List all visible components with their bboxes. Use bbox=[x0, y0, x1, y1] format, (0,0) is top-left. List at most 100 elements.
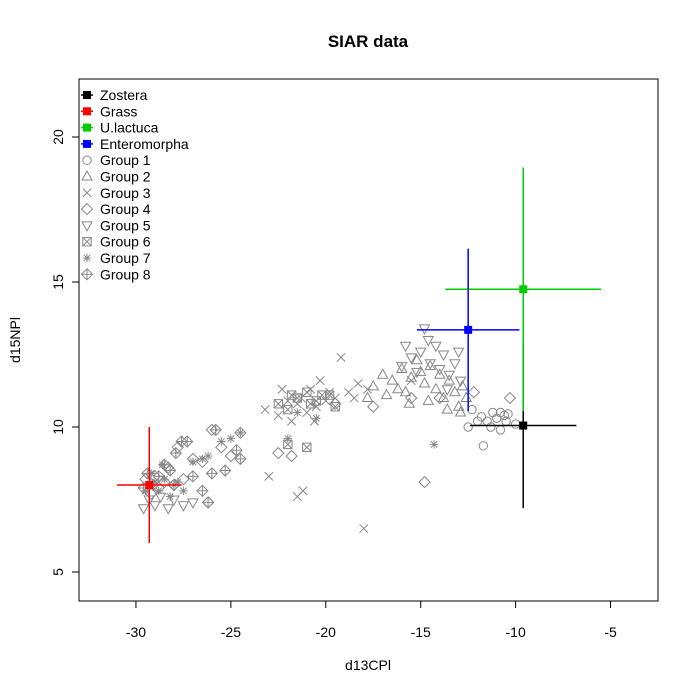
group-1-point bbox=[478, 441, 489, 451]
group-1-point bbox=[503, 409, 513, 419]
legend-item-u-lactuca: U.lactuca bbox=[81, 120, 159, 136]
group-5-point bbox=[430, 341, 442, 353]
group-6-point bbox=[305, 399, 316, 409]
group-8-point bbox=[218, 464, 232, 477]
x-tick-label: -20 bbox=[316, 624, 336, 640]
group-4-point bbox=[144, 487, 158, 500]
group-7-point bbox=[312, 414, 321, 423]
y-tick-label: 20 bbox=[50, 129, 66, 145]
y-tick-label: 15 bbox=[50, 274, 66, 290]
group-8-point bbox=[196, 484, 209, 498]
group-5-series bbox=[137, 324, 467, 515]
legend-item-group-5: Group 5 bbox=[81, 217, 151, 233]
group-3-point bbox=[353, 378, 363, 389]
group-1-point bbox=[482, 416, 492, 426]
x-tick-label: -15 bbox=[411, 624, 431, 640]
group-5-point bbox=[414, 347, 427, 359]
group-2-point bbox=[454, 405, 467, 417]
group-7-point bbox=[188, 457, 198, 466]
group-4-point bbox=[272, 446, 285, 460]
group-6-point bbox=[302, 442, 312, 453]
group-8-point bbox=[205, 467, 219, 480]
group-4-series bbox=[139, 385, 517, 509]
group-6-point bbox=[317, 390, 327, 400]
group-2-point bbox=[403, 397, 416, 408]
group-1-point bbox=[495, 425, 506, 435]
legend-label: Group 6 bbox=[100, 234, 151, 250]
group-2-point bbox=[386, 374, 399, 385]
legend-label: Group 7 bbox=[100, 250, 151, 266]
group-2-point bbox=[441, 403, 454, 414]
group-6-series bbox=[273, 387, 340, 453]
group-5-point bbox=[162, 504, 175, 515]
group-5-point bbox=[154, 492, 167, 504]
legend-label: Zostera bbox=[100, 87, 148, 103]
group-2-point bbox=[418, 376, 431, 388]
y-axis: 5 10 15 20 bbox=[50, 129, 80, 576]
group-5-point bbox=[395, 362, 408, 373]
group-3-point bbox=[264, 471, 274, 481]
legend-marker bbox=[80, 268, 94, 281]
legend-square bbox=[83, 91, 91, 99]
group-8-point bbox=[169, 446, 183, 460]
legend-label: Group 5 bbox=[100, 217, 151, 233]
group-7-series bbox=[141, 408, 439, 501]
group-6-point bbox=[311, 396, 321, 406]
legend-label: Group 3 bbox=[100, 185, 151, 201]
group-2-point bbox=[380, 388, 393, 400]
group-6-point bbox=[302, 387, 312, 397]
group-8-point bbox=[201, 496, 215, 509]
chart-title: SIAR data bbox=[328, 32, 409, 51]
source-markers bbox=[116, 167, 602, 543]
legend-marker bbox=[82, 253, 92, 263]
legend-label: Group 8 bbox=[100, 266, 151, 282]
source-grass bbox=[116, 427, 182, 543]
group-7-point bbox=[203, 451, 213, 461]
group-7-point bbox=[293, 408, 302, 417]
group-8-point bbox=[152, 470, 165, 483]
group-4-point bbox=[234, 426, 247, 440]
group-6-point bbox=[292, 393, 303, 403]
y-tick-label: 10 bbox=[50, 419, 66, 435]
legend-marker bbox=[82, 155, 92, 165]
group-3-point bbox=[321, 396, 331, 406]
group-6-point bbox=[273, 399, 284, 409]
group-5-point bbox=[452, 347, 465, 359]
group-1-point bbox=[501, 416, 511, 426]
group-6-point bbox=[330, 402, 340, 412]
group-1-point bbox=[510, 419, 521, 429]
source-grass-mean bbox=[145, 481, 154, 489]
group-3-series bbox=[260, 352, 416, 534]
group-5-point bbox=[437, 350, 450, 362]
group-5-point bbox=[449, 359, 461, 370]
plot-frame bbox=[78, 78, 659, 602]
legend-item-group-2: Group 2 bbox=[81, 169, 151, 185]
group-5-point bbox=[433, 365, 446, 376]
x-tick-label: -30 bbox=[126, 624, 146, 640]
group-8-point bbox=[180, 435, 194, 448]
group-8-point bbox=[141, 467, 154, 480]
group-7-point bbox=[283, 434, 293, 443]
group-2-point bbox=[411, 353, 423, 365]
source-enteromorpha-mean bbox=[464, 325, 473, 334]
legend-item-group-4: Group 4 bbox=[80, 201, 151, 217]
group-7-point bbox=[154, 486, 163, 495]
group-3-point bbox=[283, 396, 293, 406]
group-5-point bbox=[424, 359, 437, 370]
group-5-point bbox=[443, 370, 456, 382]
group-5-point bbox=[411, 367, 423, 379]
group-2-point bbox=[414, 365, 427, 376]
group-8-point bbox=[234, 452, 247, 466]
x-axis: -30 -25 -20 -15 -10 -5 bbox=[126, 600, 617, 640]
group-3-point bbox=[287, 416, 297, 426]
legend-item-group-1: Group 1 bbox=[82, 152, 151, 168]
group-6-point bbox=[324, 390, 335, 400]
group-7-point bbox=[165, 492, 175, 501]
source-u-lactuca bbox=[445, 167, 602, 412]
group-2-point bbox=[437, 391, 450, 402]
legend-marker bbox=[82, 237, 92, 247]
legend-item-enteromorpha: Enteromorpha bbox=[81, 136, 189, 152]
group-4-point bbox=[177, 472, 190, 486]
group-5-point bbox=[137, 504, 150, 515]
legend-marker bbox=[81, 221, 93, 232]
